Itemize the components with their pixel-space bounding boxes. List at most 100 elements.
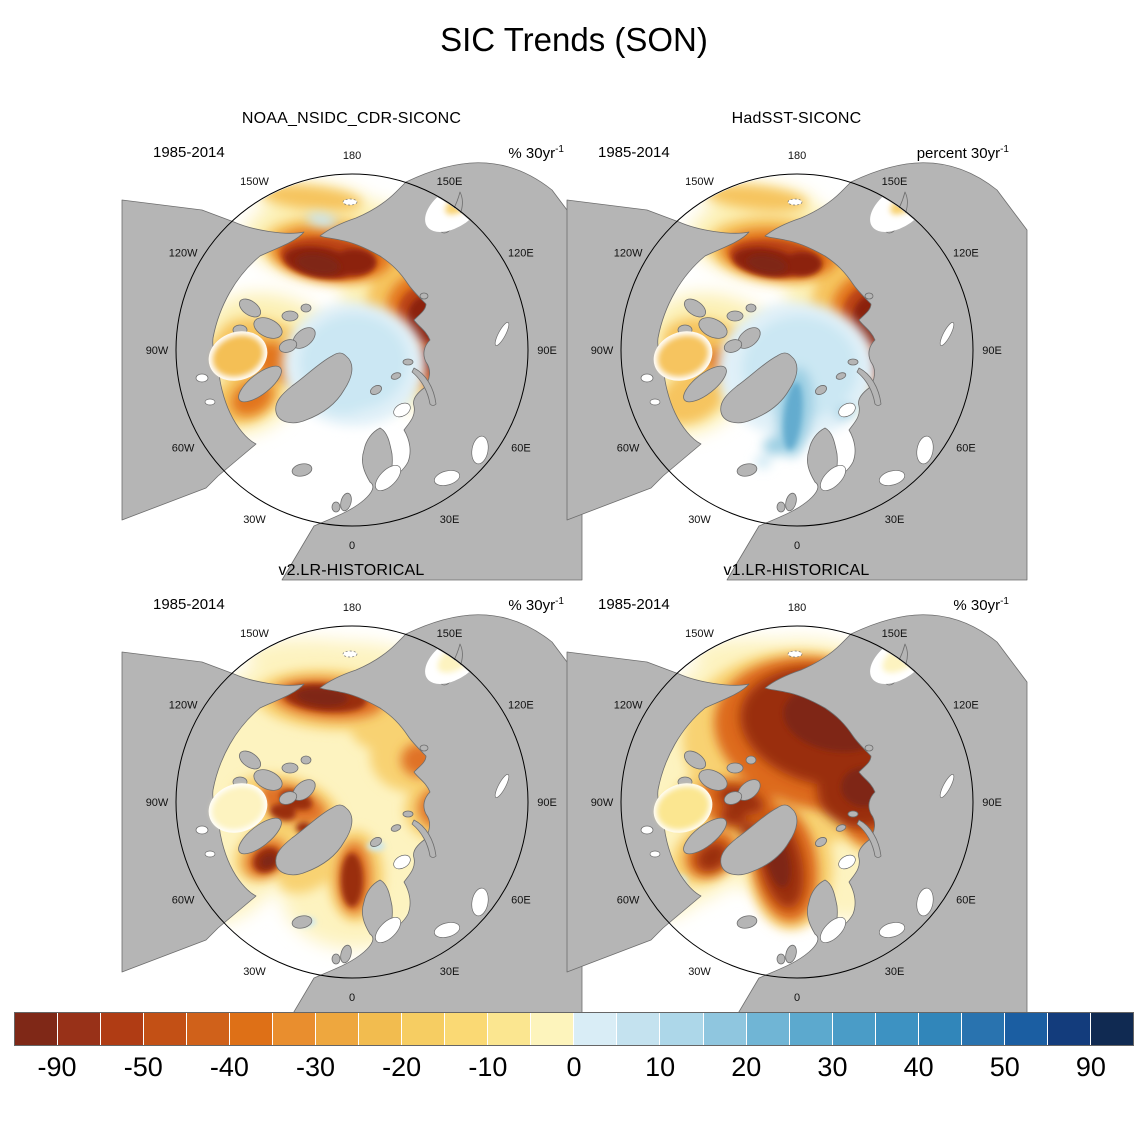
lon-label-0: 0 [348, 992, 354, 1004]
lon-label-180: 180 [342, 602, 360, 614]
map-svg: 180 150E 120E 90E 60E 30E 0 30W 60W 90W 120W 150W [566, 602, 1027, 1033]
colorbar-cell-24 [1047, 1013, 1091, 1046]
period-label: 1985-2014 [598, 596, 670, 614]
land-layer [566, 614, 1027, 1033]
colorbar-tick-50: 50 [989, 1052, 1020, 1083]
lon-label-120W: 120W [613, 700, 642, 712]
lon-label-0: 0 [348, 540, 354, 552]
lon-label-90W: 90W [145, 345, 168, 357]
colorbar-cell-15 [660, 1013, 704, 1046]
lon-label-120W: 120W [168, 248, 197, 260]
lon-label-60E: 60E [956, 895, 976, 907]
lon-label-0: 0 [793, 992, 799, 1004]
lon-label-150E: 150E [881, 176, 907, 188]
units-label: percent 30yr-1 [917, 144, 1009, 162]
colorbar-cell-18 [789, 1013, 833, 1046]
longitude-labels: 180 150E 120E 90E 60E 30E 0 30W 60W 90W 120W 150W [145, 150, 556, 552]
colorbar-tick--20: -20 [382, 1052, 422, 1083]
land-layer [566, 162, 1027, 581]
colorbar: -90 -50 -40 -30 -20 -10 0 10 20 30 40 50 90 [14, 1012, 1134, 1090]
lon-label-150W: 150W [685, 176, 714, 188]
lon-label-90E: 90E [982, 797, 1002, 809]
lon-label-90E: 90E [537, 345, 557, 357]
units-exponent: -1 [1000, 596, 1009, 608]
panel-title: v2.LR-HISTORICAL [278, 562, 425, 580]
lon-label-30E: 30E [439, 514, 459, 526]
lon-label-150W: 150W [240, 628, 269, 640]
panel-title: HadSST-SICONC [731, 110, 862, 128]
units-text: % 30yr [953, 597, 1001, 615]
figure-title: SIC Trends (SON) [440, 21, 708, 58]
map-boundary [620, 173, 973, 527]
colorbar-cell-10 [445, 1013, 489, 1046]
land-layer [121, 614, 582, 1033]
colorbar-cell-17 [746, 1013, 790, 1046]
colorbar-cell-11 [488, 1013, 532, 1046]
colorbar-cell-0 [15, 1013, 59, 1046]
colorbar-cell-13 [574, 1013, 618, 1046]
units-text: % 30yr [508, 597, 556, 615]
lon-label-150E: 150E [436, 628, 462, 640]
colorbar-cell-19 [832, 1013, 876, 1046]
longitude-labels: 180 150E 120E 90E 60E 30E 0 30W 60W 90W 120W 150W [145, 602, 556, 1004]
units-exponent: -1 [1000, 144, 1009, 156]
colorbar-cell-14 [617, 1013, 661, 1046]
period-label: 1985-2014 [153, 144, 225, 162]
figure: SIC Trends (SON) NOAA_NSIDC_CDR-SICONC 1… [0, 21, 1148, 1127]
lon-label-180: 180 [342, 150, 360, 162]
colorbar-tick-0: 0 [566, 1052, 582, 1083]
lon-label-30W: 30W [243, 966, 266, 978]
lon-label-120E: 120E [953, 248, 979, 260]
colorbar-tick--40: -40 [209, 1052, 249, 1083]
colorbar-tick-90: 90 [1075, 1052, 1106, 1083]
panel-grid: NOAA_NSIDC_CDR-SICONC 1985-2014 % 30yr-1 [121, 92, 1027, 1033]
colorbar-tick--90: -90 [37, 1052, 77, 1083]
lon-label-150W: 150W [685, 628, 714, 640]
panel-noaa-nsidc: NOAA_NSIDC_CDR-SICONC 1985-2014 % 30yr-1 [121, 92, 582, 581]
units-label: % 30yr-1 [953, 596, 1009, 614]
map-svg: 180 150E 120E 90E 60E 30E 0 30W 60W 90W 120W 150W [121, 602, 582, 1033]
map-boundary [175, 625, 528, 979]
lon-label-60W: 60W [171, 443, 194, 455]
units-text: % 30yr [508, 145, 556, 163]
colorbar-cell-2 [101, 1013, 145, 1046]
panel-v1lr: v1.LR-HISTORICAL 1985-2014 % 30yr-1 [566, 544, 1027, 1033]
colorbar-ticks: -90 -50 -40 -30 -20 -10 0 10 20 30 40 50 90 [14, 1046, 1134, 1090]
lon-label-150E: 150E [881, 628, 907, 640]
colorbar-tick-10: 10 [645, 1052, 676, 1083]
colorbar-tick--10: -10 [468, 1052, 508, 1083]
lon-label-120E: 120E [508, 700, 534, 712]
map-svg: 180 150E 120E 90E 60E 30E 0 30W 60W 90W 120W 150W [121, 150, 582, 581]
lon-label-180: 180 [787, 150, 805, 162]
lon-label-60E: 60E [956, 443, 976, 455]
lon-label-90E: 90E [982, 345, 1002, 357]
colorbar-cell-4 [187, 1013, 231, 1046]
lon-label-90W: 90W [590, 797, 613, 809]
colorbar-cell-25 [1090, 1013, 1133, 1046]
map-svg: 180 150E 120E 90E 60E 30E 0 30W 60W 90W 120W 150W [566, 150, 1027, 581]
map-hadsst: 180 150E 120E 90E 60E 30E 0 30W 60W 90W 120W 150W [566, 132, 1027, 581]
lon-label-120E: 120E [508, 248, 534, 260]
colorbar-cell-12 [531, 1013, 575, 1046]
units-exponent: -1 [555, 144, 564, 156]
land-layer [121, 162, 582, 581]
lon-label-150W: 150W [240, 176, 269, 188]
lon-label-30E: 30E [439, 966, 459, 978]
colorbar-cell-23 [1004, 1013, 1048, 1046]
lon-label-30W: 30W [688, 514, 711, 526]
colorbar-cells [14, 1012, 1134, 1047]
units-text: percent 30yr [916, 145, 1001, 163]
colorbar-cell-21 [918, 1013, 962, 1046]
lon-label-90E: 90E [537, 797, 557, 809]
colorbar-cell-7 [316, 1013, 360, 1046]
colorbar-cell-1 [58, 1013, 102, 1046]
lon-label-150E: 150E [436, 176, 462, 188]
colorbar-tick--30: -30 [296, 1052, 336, 1083]
lon-label-90W: 90W [590, 345, 613, 357]
panel-title: v1.LR-HISTORICAL [723, 562, 870, 580]
lon-label-60E: 60E [511, 895, 531, 907]
colorbar-tick--50: -50 [123, 1052, 163, 1083]
panel-v2lr: v2.LR-HISTORICAL 1985-2014 % 30yr-1 [121, 544, 582, 1033]
colorbar-cell-22 [961, 1013, 1005, 1046]
map-noaa: 180 150E 120E 90E 60E 30E 0 30W 60W 90W 120W 150W [121, 132, 582, 581]
